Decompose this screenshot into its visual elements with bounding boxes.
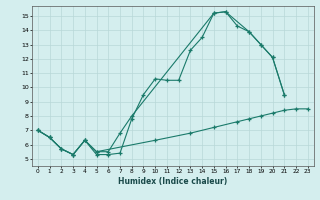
X-axis label: Humidex (Indice chaleur): Humidex (Indice chaleur) — [118, 177, 228, 186]
